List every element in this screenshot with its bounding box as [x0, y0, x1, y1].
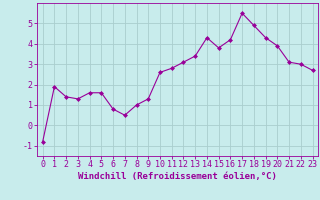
- X-axis label: Windchill (Refroidissement éolien,°C): Windchill (Refroidissement éolien,°C): [78, 172, 277, 181]
